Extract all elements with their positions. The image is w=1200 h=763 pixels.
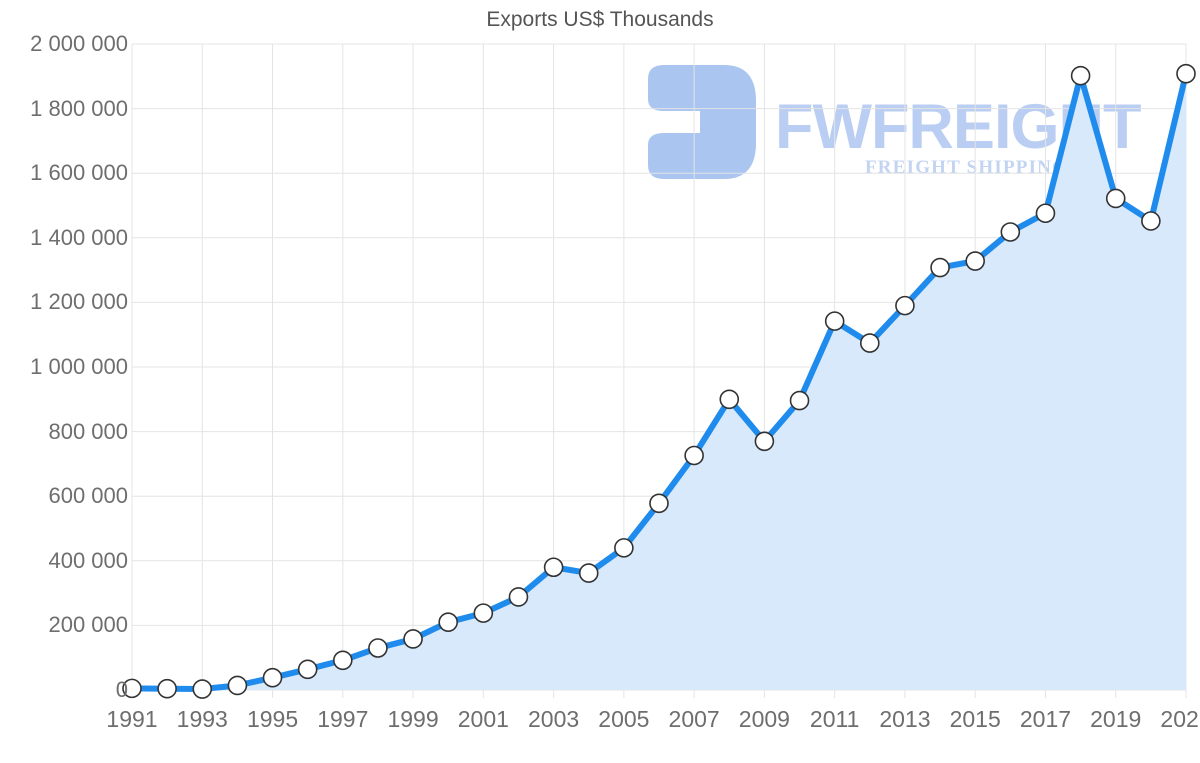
y-axis-tick-label: 1 000 000 [30,354,128,379]
x-axis-tick-label: 2017 [1019,706,1072,732]
x-axis-tick-label: 2005 [598,706,650,732]
data-point-marker[interactable] [1070,65,1091,86]
y-axis-tick-label: 1 200 000 [30,289,128,315]
data-point-marker[interactable] [368,638,388,658]
data-point-marker[interactable] [508,587,529,607]
x-axis-tick-label: 2021 [1160,706,1200,732]
data-point-marker[interactable] [192,679,213,699]
data-point-marker[interactable] [930,257,950,278]
data-point-marker[interactable] [719,389,740,410]
x-axis-tick-label: 2009 [738,706,790,732]
x-axis-tick-label: 1993 [176,706,228,732]
data-point-marker[interactable] [649,493,669,514]
x-axis-tick-label: 2003 [528,706,580,732]
x-axis-tick-label: 2013 [879,706,931,732]
area-fill [132,73,1186,691]
y-axis-tick-label: 600 000 [48,483,128,509]
x-axis-tick-label: 2015 [949,706,1001,732]
x-axis-tick-label: 1991 [106,706,158,732]
data-point-marker[interactable] [1176,63,1196,84]
y-axis-tick-label: 2 000 000 [30,31,128,56]
data-point-marker[interactable] [157,678,177,699]
data-point-marker[interactable] [859,333,880,353]
data-point-marker[interactable] [824,311,845,331]
data-point-marker[interactable] [895,295,915,316]
data-point-marker[interactable] [684,445,704,466]
x-axis-tick-label: 2011 [809,706,860,732]
data-point-marker[interactable] [1035,203,1056,224]
data-point-marker[interactable] [789,390,810,411]
data-point-markers [122,63,1196,699]
data-point-marker[interactable] [1000,222,1021,242]
y-axis-tick-label: 1 600 000 [30,160,128,186]
data-point-marker[interactable] [227,675,248,696]
data-point-marker[interactable] [262,667,283,688]
x-axis-tick-label: 2019 [1090,706,1142,732]
data-point-marker[interactable] [1141,211,1161,231]
x-axis-tick-label: 1995 [246,706,299,732]
x-axis-tick-label: 1999 [387,706,439,732]
data-point-marker[interactable] [754,431,775,452]
data-point-marker[interactable] [438,612,459,632]
data-point-marker[interactable] [297,659,318,680]
data-point-marker[interactable] [578,563,599,583]
data-point-marker[interactable] [403,629,423,649]
x-axis-tick-label: 2007 [668,706,720,732]
data-point-marker[interactable] [1105,188,1126,209]
y-axis-tick-label: 200 000 [48,612,128,638]
data-point-marker[interactable] [614,538,634,558]
y-axis-tick-label: 800 000 [48,418,128,444]
y-axis-tick-label: 0 [115,677,128,702]
x-axis-tick-label: 2001 [457,706,509,732]
y-axis-tick-label: 1 800 000 [30,95,128,121]
data-point-marker[interactable] [332,650,353,671]
y-axis-tick-label: 1 400 000 [30,224,128,250]
y-axis: 2 000 000 1 800 000 1 600 000 1 400 000 1 20… [0,0,128,763]
data-point-marker[interactable] [965,251,986,271]
y-axis-tick-label: 400 000 [48,547,128,573]
x-axis-tick-label: 1997 [317,706,369,732]
chart-title: Exports US$ Thousands [486,8,714,31]
data-point-marker[interactable] [122,678,142,699]
data-point-marker[interactable] [543,557,564,578]
data-point-marker[interactable] [473,603,494,623]
